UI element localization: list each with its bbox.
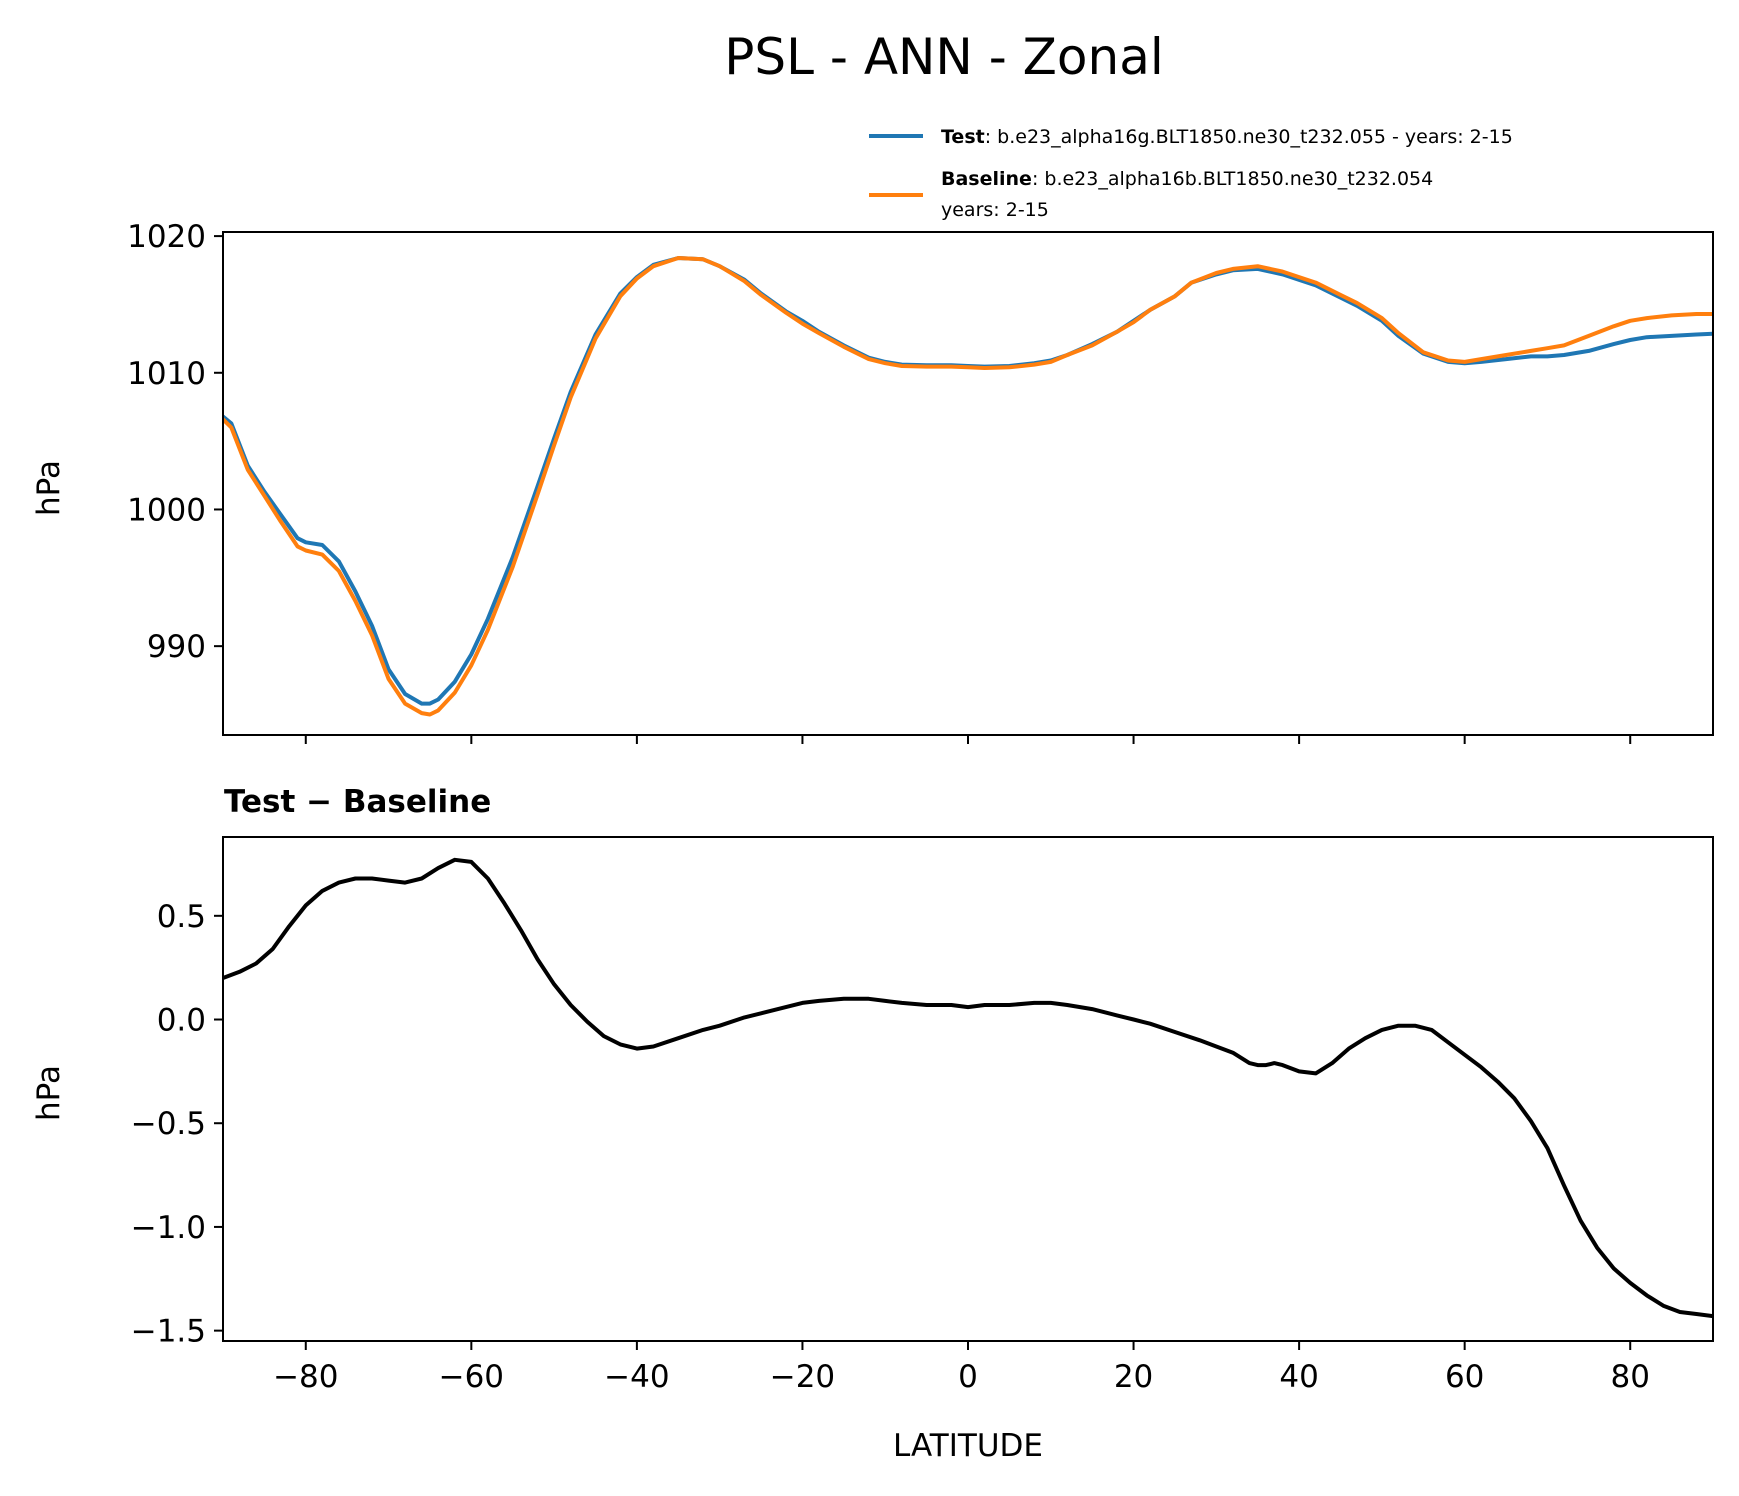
y-tick-label: −0.5 <box>131 1106 206 1142</box>
series-line-baseline <box>223 256 1713 717</box>
bottom-y-ticks: −1.5 −1.0 −0.5 0.0 0.5 <box>131 899 223 1350</box>
top-y-axis-label: hPa <box>31 460 67 516</box>
legend-label-baseline: Baseline: b.e23_alpha16b.BLT1850.ne30_t2… <box>941 168 1433 190</box>
x-tick-label: −40 <box>604 1359 669 1395</box>
top-series <box>223 256 1713 717</box>
legend: Test: b.e23_alpha16g.BLT1850.ne30_t232.0… <box>869 126 1513 221</box>
top-panel: 990 1000 1010 1020 hPa <box>31 219 1714 744</box>
legend-label-baseline-years: years: 2-15 <box>941 199 1049 221</box>
y-tick-label: 0.5 <box>157 899 206 935</box>
legend-name-test: Test <box>941 126 985 148</box>
top-plot-frame <box>222 231 1714 736</box>
x-tick-label: −80 <box>273 1359 338 1395</box>
x-axis-label: LATITUDE <box>893 1428 1043 1464</box>
x-tick-label: −60 <box>439 1359 504 1395</box>
figure-title: PSL - ANN - Zonal <box>724 28 1163 86</box>
legend-desc-baseline: : b.e23_alpha16b.BLT1850.ne30_t232.054 <box>1032 168 1433 190</box>
x-tick-label: 40 <box>1279 1359 1318 1395</box>
series-line-difference <box>223 857 1713 1319</box>
bottom-y-axis-label: hPa <box>31 1065 67 1121</box>
y-tick-label: −1.5 <box>131 1314 206 1350</box>
legend-label-test: Test: b.e23_alpha16g.BLT1850.ne30_t232.0… <box>941 126 1513 148</box>
x-tick-label: 80 <box>1610 1359 1649 1395</box>
y-tick-label: −1.0 <box>131 1210 206 1246</box>
legend-name-baseline: Baseline <box>941 168 1032 190</box>
x-tick-label: 0 <box>958 1359 978 1395</box>
bottom-x-ticks: −80 −60 −40 −20 0 20 40 60 80 <box>273 1341 1650 1395</box>
bottom-panel: Test − Baseline −1.5 −1.0 −0.5 0.0 0.5 −80 −6… <box>31 784 1714 1464</box>
top-x-ticks <box>304 735 1632 744</box>
bottom-plot-frame <box>222 836 1714 1342</box>
legend-desc-test: : b.e23_alpha16g.BLT1850.ne30_t232.055 -… <box>985 126 1513 148</box>
diff-panel-title: Test − Baseline <box>224 784 491 820</box>
bottom-series <box>223 857 1713 1319</box>
x-tick-label: 20 <box>1114 1359 1153 1395</box>
x-tick-label: −20 <box>770 1359 835 1395</box>
y-tick-label: 1020 <box>127 219 206 255</box>
x-tick-label: 60 <box>1445 1359 1484 1395</box>
y-tick-label: 990 <box>147 629 206 665</box>
y-tick-label: 0.0 <box>157 1003 206 1039</box>
y-tick-label: 1010 <box>127 356 206 392</box>
y-tick-label: 1000 <box>127 492 206 528</box>
top-y-ticks: 990 1000 1010 1020 <box>127 219 223 665</box>
